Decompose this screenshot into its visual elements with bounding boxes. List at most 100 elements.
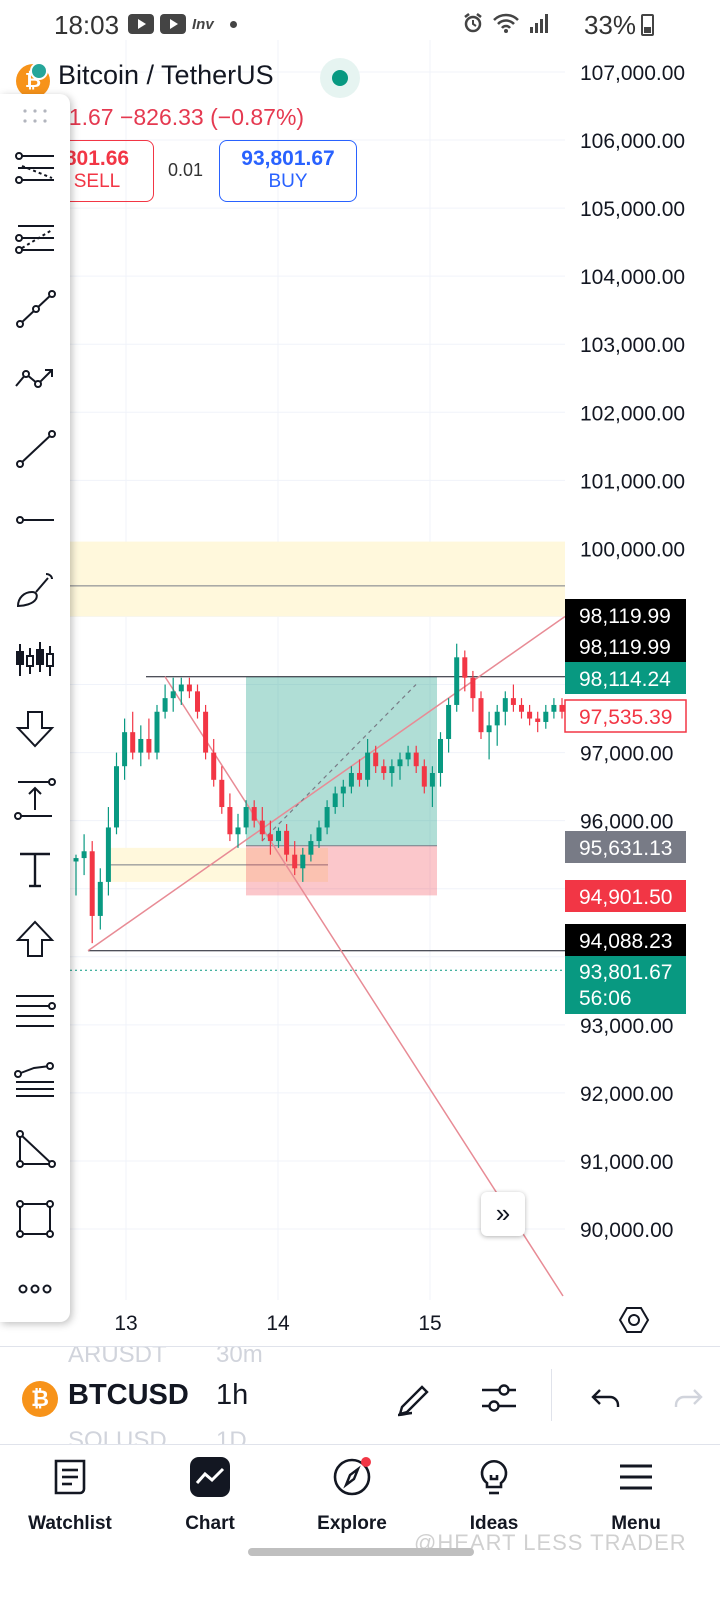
pitchfork-icon[interactable] xyxy=(8,1052,62,1106)
bar-countdown: 56:06 xyxy=(579,987,632,1010)
candle-body xyxy=(73,858,79,862)
candle-body xyxy=(324,807,330,828)
more-tools-icon[interactable] xyxy=(8,1262,62,1316)
time-axis-label: 15 xyxy=(418,1312,441,1335)
candle-body xyxy=(122,732,128,767)
price-axis-label: 92,000.00 xyxy=(580,1083,673,1106)
horizontal-ray-icon[interactable] xyxy=(8,492,62,546)
candle-body xyxy=(535,718,541,722)
candle-body xyxy=(405,752,411,760)
prev-interval[interactable]: 30m xyxy=(216,1346,263,1368)
nav-menu[interactable]: Menu xyxy=(576,1455,696,1555)
buy-price: 93,801.67 xyxy=(241,147,335,170)
trend-line-up xyxy=(87,615,566,952)
indicators-settings-icon[interactable] xyxy=(476,1375,522,1421)
candle-body xyxy=(235,827,241,835)
candle-body xyxy=(146,738,152,753)
last-price-tag-bg xyxy=(565,956,686,1014)
target-tag-bg xyxy=(565,662,686,694)
price-axis-label: 90,000.00 xyxy=(580,1219,673,1242)
status-time: 18:03 xyxy=(54,10,120,40)
home-indicator[interactable] xyxy=(248,1548,474,1556)
path-arrow-icon[interactable] xyxy=(8,352,62,406)
symbol-title[interactable]: Bitcoin / TetherUS xyxy=(58,60,274,90)
entry-tag: 95,631.13 xyxy=(579,837,672,860)
fib-retracement-icon[interactable] xyxy=(8,142,62,196)
candle-body xyxy=(470,677,476,699)
price-axis-label: 105,000.00 xyxy=(580,198,685,221)
candle-body xyxy=(97,881,103,916)
rectangle-icon[interactable] xyxy=(8,1192,62,1246)
candle-body xyxy=(178,684,184,692)
brush-icon[interactable] xyxy=(8,562,62,616)
scroll-to-realtime-button[interactable]: » xyxy=(481,1192,525,1236)
nav-explore[interactable]: Explore xyxy=(292,1455,412,1555)
candle-body xyxy=(170,691,176,699)
candle-body xyxy=(348,773,354,787)
chart-settings-icon[interactable] xyxy=(618,1304,650,1336)
parallel-channel-icon[interactable] xyxy=(8,982,62,1036)
symbol-logo-icon: ₿ xyxy=(22,1381,58,1417)
candle-body xyxy=(227,807,233,835)
prev-symbol[interactable]: ARUSDT xyxy=(68,1346,167,1368)
youtube-icon xyxy=(128,14,154,34)
arrow-up-icon[interactable] xyxy=(8,912,62,966)
candle-body xyxy=(421,766,427,787)
candle-body xyxy=(308,841,314,855)
nav-ideas-label: Ideas xyxy=(469,1513,519,1534)
pencil-draw-icon[interactable] xyxy=(390,1375,436,1421)
interval-selector[interactable]: 1h xyxy=(216,1379,249,1411)
level-tag-2-bg xyxy=(565,630,686,662)
ray-line-icon[interactable] xyxy=(8,422,62,476)
next-symbol[interactable]: SOLUSD xyxy=(68,1427,167,1444)
candle-body xyxy=(389,766,395,774)
drag-handle-icon[interactable] xyxy=(22,108,48,124)
supply-zone xyxy=(70,541,565,617)
watchlist-icon xyxy=(54,1459,86,1495)
text-tool-icon[interactable] xyxy=(8,842,62,896)
sell-button[interactable]: 801.66 SELL xyxy=(40,140,154,202)
trend-line-icon[interactable] xyxy=(8,282,62,336)
candle-body xyxy=(519,704,524,712)
toolbar-divider xyxy=(551,1369,552,1421)
candles-pattern-icon[interactable] xyxy=(8,632,62,686)
candle-body xyxy=(381,766,387,774)
price-chart[interactable]: 107,000.00 106,000.00 105,000.00 104,000.00… xyxy=(0,0,720,1346)
price-range-icon[interactable] xyxy=(8,772,62,826)
stop-tag: 94,901.50 xyxy=(579,886,672,909)
undo-icon[interactable] xyxy=(580,1375,626,1421)
candle-body xyxy=(284,830,290,855)
candle-body xyxy=(300,854,306,869)
candle-body xyxy=(130,732,136,753)
market-status-icon[interactable] xyxy=(320,58,360,98)
candle-body xyxy=(186,684,192,692)
candle-body xyxy=(559,704,565,712)
price-axis-label: 97,000.00 xyxy=(580,743,673,766)
next-interval[interactable]: 1D xyxy=(216,1427,247,1444)
nav-watchlist[interactable]: Watchlist xyxy=(10,1455,130,1555)
tether-badge-icon xyxy=(30,62,48,80)
position-loss-zone xyxy=(246,845,437,896)
nav-ideas[interactable]: Ideas xyxy=(434,1455,554,1555)
candle-body xyxy=(292,854,298,869)
candle-body xyxy=(502,698,508,712)
buy-button[interactable]: 93,801.67 BUY xyxy=(219,140,357,202)
arrow-down-icon[interactable] xyxy=(8,702,62,756)
candle-body xyxy=(203,711,209,753)
entry-tag-bg xyxy=(565,831,686,863)
alarm-icon xyxy=(464,13,482,33)
fib-extension-icon[interactable] xyxy=(8,212,62,266)
nav-chart[interactable]: Chart xyxy=(150,1455,270,1555)
wifi-icon xyxy=(493,13,519,33)
price-axis-label: 104,000.00 xyxy=(580,266,685,289)
stop-tag-bg xyxy=(565,880,686,912)
symbol-selector[interactable]: BTCUSD xyxy=(68,1379,189,1411)
price-change: 01.67 −826.33 (−0.87%) xyxy=(56,104,305,130)
time-axis-label: 13 xyxy=(114,1312,137,1335)
redo-icon[interactable] xyxy=(668,1375,714,1421)
triangle-pattern-icon[interactable] xyxy=(8,1122,62,1176)
bottom-navigation: Watchlist Chart Explore Ideas Menu xyxy=(0,1444,720,1600)
candle-body xyxy=(89,851,95,916)
candle-body xyxy=(219,779,225,808)
candle-body xyxy=(138,738,144,753)
